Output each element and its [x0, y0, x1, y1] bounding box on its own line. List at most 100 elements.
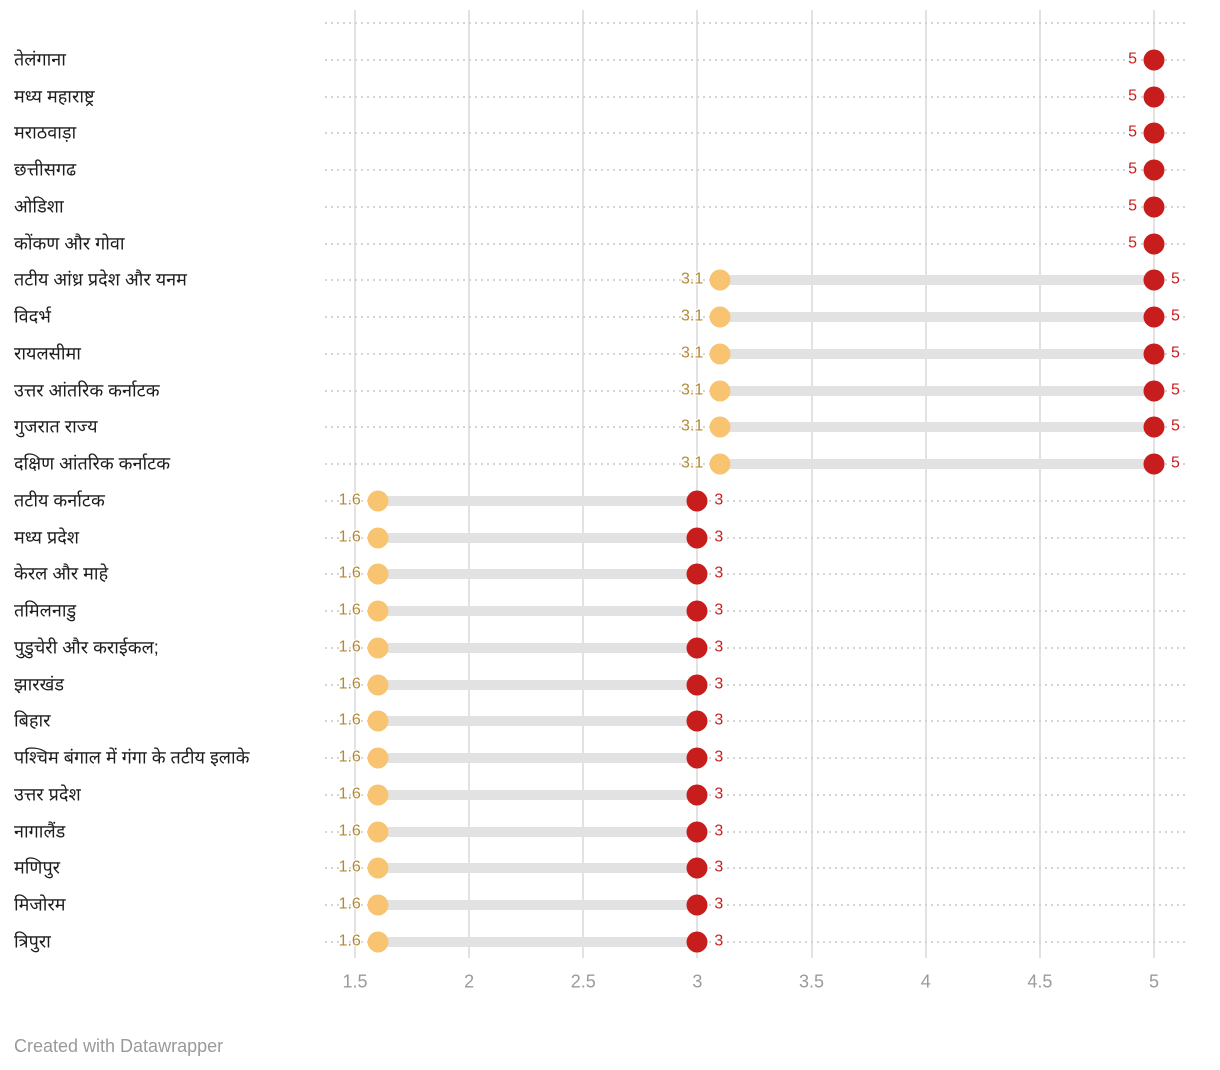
high-value-label: 3 — [714, 601, 724, 619]
high-value-label: 5 — [1171, 271, 1180, 289]
low-value-label: 3.1 — [681, 271, 704, 289]
high-value-label: 3 — [714, 491, 724, 509]
high-value-label: 3 — [714, 638, 724, 656]
range-bar — [377, 753, 698, 764]
low-value-label: 1.6 — [338, 491, 361, 509]
row-label: मणिपुर — [14, 857, 61, 878]
row-label: मध्य प्रदेश — [14, 527, 80, 548]
row-label: केरल और माहे — [14, 563, 109, 584]
range-bar — [720, 275, 1154, 286]
row-label: मिजोरम — [14, 894, 66, 915]
x-gridline — [810, 10, 813, 958]
high-dot — [686, 747, 708, 769]
high-dot — [686, 894, 708, 916]
row-dotline — [325, 573, 1188, 576]
low-dot — [367, 563, 389, 585]
low-dot — [367, 857, 389, 879]
row-label: ओडिशा — [14, 196, 64, 217]
low-value-label: 1.6 — [338, 932, 361, 950]
row-dotline — [325, 683, 1188, 686]
x-gridline — [1038, 10, 1041, 958]
low-dot — [367, 784, 389, 806]
axis-tick-label: 2 — [464, 971, 475, 992]
high-dot — [1143, 86, 1165, 108]
high-dot — [1143, 269, 1165, 291]
high-dot — [686, 637, 708, 659]
low-dot — [709, 343, 731, 365]
low-dot — [367, 674, 389, 696]
x-gridline — [582, 10, 585, 958]
range-bar — [720, 459, 1154, 470]
low-dot — [367, 527, 389, 549]
row-dotline — [325, 904, 1188, 907]
low-dot — [709, 416, 731, 438]
row-label: विदर्भ — [14, 306, 51, 327]
high-dot — [1143, 380, 1165, 402]
row-dotline — [325, 169, 1188, 172]
high-value-label: 3 — [714, 858, 724, 876]
high-dot — [1143, 49, 1165, 71]
row-dotline — [325, 720, 1188, 723]
low-value-label: 1.6 — [338, 601, 361, 619]
row-dotline — [325, 610, 1188, 613]
row-label: पश्चिम बंगाल में गंगा के तटीय इलाके — [14, 747, 250, 768]
axis-tick-label: 3 — [692, 971, 703, 992]
row-label: उत्तर प्रदेश — [14, 784, 81, 805]
high-value-label: 3 — [714, 675, 724, 693]
high-value-label: 5 — [1128, 124, 1137, 142]
credit-line: Created with Datawrapper — [14, 1036, 224, 1056]
low-value-label: 1.6 — [338, 858, 361, 876]
range-bar — [377, 569, 698, 580]
high-value-label: 3 — [714, 711, 724, 729]
high-value-label: 5 — [1128, 87, 1137, 105]
row-dotline — [325, 499, 1188, 502]
high-value-label: 5 — [1171, 307, 1180, 325]
low-value-label: 3.1 — [681, 381, 704, 399]
axis-tick-label: 2.5 — [570, 971, 596, 992]
low-value-label: 1.6 — [338, 822, 361, 840]
low-value-label: 3.1 — [681, 307, 704, 325]
range-bar — [377, 642, 698, 653]
high-value-label: 5 — [1128, 197, 1137, 215]
x-gridline — [468, 10, 471, 958]
row-label: मध्य महाराष्ट्र — [14, 86, 95, 107]
x-gridline — [696, 10, 699, 958]
high-dot — [686, 674, 708, 696]
row-label: तटीय कर्नाटक — [14, 490, 105, 511]
x-gridline — [1153, 10, 1155, 958]
row-label: पुडुचेरी और कराईकल; — [14, 637, 159, 658]
row-label: तमिलनाडु — [14, 600, 77, 621]
range-bar — [377, 863, 698, 874]
high-dot — [686, 857, 708, 879]
row-dotline — [325, 830, 1188, 833]
range-bar — [377, 826, 698, 837]
high-dot — [686, 931, 708, 953]
low-dot — [367, 710, 389, 732]
low-value-label: 3.1 — [681, 344, 704, 362]
row-label: दक्षिण आंतरिक कर्नाटक — [14, 453, 171, 474]
low-value-label: 3.1 — [681, 418, 704, 436]
high-dot — [1143, 453, 1165, 475]
axis-tick-label: 4 — [920, 971, 931, 992]
high-value-label: 3 — [714, 895, 724, 913]
row-dotline — [325, 646, 1188, 649]
row-dotline — [325, 59, 1188, 61]
row-dotline — [325, 205, 1188, 208]
high-dot — [686, 600, 708, 622]
high-value-label: 5 — [1171, 454, 1180, 472]
row-dotline — [325, 940, 1188, 943]
axis-tick-label: 5 — [1148, 971, 1160, 992]
range-bar — [377, 495, 698, 506]
low-dot — [709, 269, 731, 291]
low-dot — [709, 453, 731, 475]
row-label: नागालैंड — [14, 821, 66, 842]
low-dot — [709, 306, 731, 328]
row-label: झारखंड — [14, 674, 64, 695]
low-value-label: 1.6 — [338, 711, 361, 729]
axis-tick-label: 3.5 — [799, 971, 825, 992]
range-bar — [377, 716, 698, 727]
range-bar — [377, 789, 698, 800]
low-value-label: 1.6 — [338, 748, 361, 766]
range-dot-plot: 1.5 2 2.5 3 3.5 4 4.5 5 तेलंगाना 5 मध्य महाराष्ट्र… — [14, 10, 1188, 992]
high-dot — [686, 710, 708, 732]
